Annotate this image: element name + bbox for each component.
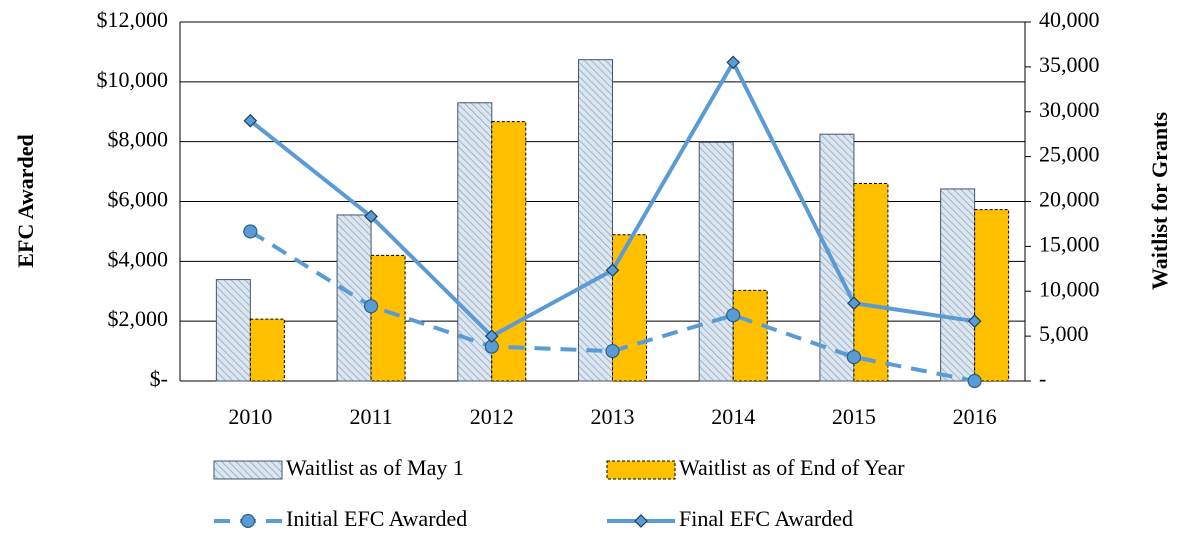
- y2-tick-label: 10,000: [1039, 276, 1100, 301]
- bar: [612, 234, 647, 382]
- y2-tick-label: -: [1039, 366, 1046, 391]
- legend-label: Initial EFC Awarded: [286, 506, 467, 531]
- y-tick-label: $4,000: [108, 246, 169, 271]
- marker: [243, 113, 258, 128]
- bar: [698, 141, 734, 382]
- bar: [853, 183, 889, 382]
- marker: [967, 314, 982, 329]
- marker: [605, 343, 620, 359]
- y2-axis-title: Waitlist for Grants: [1147, 112, 1172, 290]
- bar: [457, 102, 493, 382]
- y-tick-label: $6,000: [108, 187, 169, 212]
- bar: [215, 279, 251, 382]
- bar: [974, 209, 1010, 382]
- legend-label: Waitlist as of May 1: [286, 455, 464, 480]
- y-tick-label: $-: [150, 366, 168, 391]
- legend-swatch: [213, 460, 283, 480]
- marker: [484, 329, 499, 343]
- y-tick-label: $2,000: [108, 306, 169, 331]
- bar: [578, 59, 613, 382]
- bar: [819, 133, 855, 382]
- marker: [726, 308, 741, 323]
- y2-tick-label: 35,000: [1039, 52, 1100, 77]
- x-tick-label: 2013: [591, 404, 635, 429]
- marker: [363, 299, 379, 314]
- legend-marker: [634, 514, 648, 528]
- legend-label: Waitlist as of End of Year: [679, 455, 905, 480]
- x-tick-label: 2016: [953, 404, 997, 429]
- y2-tick-label: 30,000: [1039, 97, 1100, 122]
- marker: [364, 209, 378, 224]
- marker: [243, 224, 258, 239]
- marker: [847, 296, 861, 311]
- legend-swatch: [606, 460, 676, 480]
- y2-tick-label: 40,000: [1039, 7, 1100, 32]
- y-axis-title: EFC Awarded: [13, 134, 38, 267]
- x-tick-label: 2014: [711, 404, 755, 429]
- x-tick-label: 2012: [470, 404, 514, 429]
- x-tick-label: 2015: [832, 404, 876, 429]
- bar: [336, 214, 372, 382]
- bar: [370, 254, 406, 382]
- legend-label: Final EFC Awarded: [679, 506, 853, 531]
- marker: [967, 373, 982, 389]
- bar: [732, 289, 768, 382]
- marker: [726, 55, 741, 70]
- marker: [846, 349, 862, 365]
- x-tick-label: 2011: [349, 404, 392, 429]
- y2-tick-label: 5,000: [1039, 321, 1089, 346]
- y-tick-label: $10,000: [97, 67, 169, 92]
- y2-tick-label: 25,000: [1039, 142, 1100, 167]
- y-tick-label: $12,000: [97, 7, 169, 32]
- bar: [940, 188, 976, 382]
- x-tick-label: 2010: [228, 404, 272, 429]
- y2-tick-label: 20,000: [1039, 187, 1100, 212]
- legend-marker: [240, 513, 256, 529]
- bar: [491, 121, 527, 382]
- y-tick-label: $8,000: [108, 127, 169, 152]
- bar: [249, 318, 285, 382]
- y2-tick-label: 15,000: [1039, 231, 1100, 256]
- marker: [605, 263, 620, 278]
